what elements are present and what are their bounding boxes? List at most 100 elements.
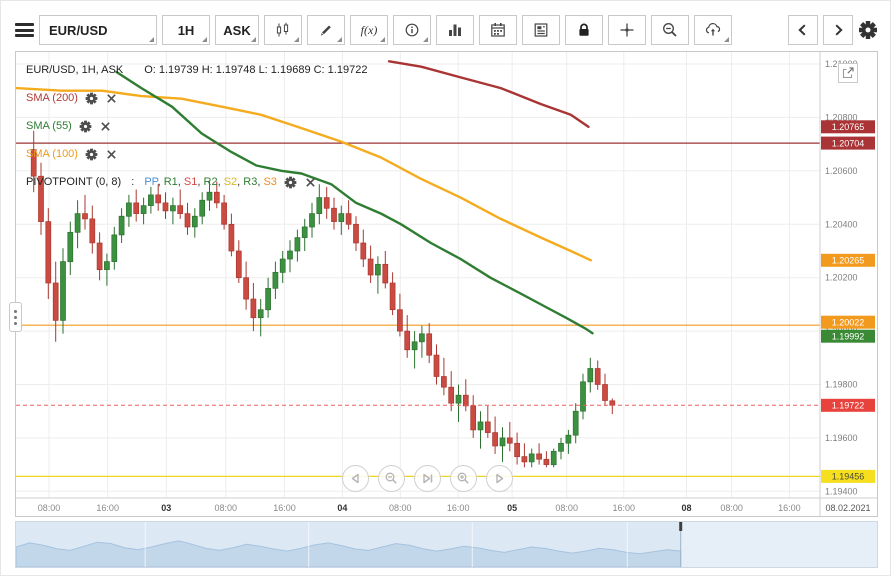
- indicator-settings-button[interactable]: [284, 176, 297, 189]
- svg-text:1.20400: 1.20400: [825, 219, 858, 229]
- indicator-settings-button[interactable]: [85, 92, 98, 105]
- svg-text:04: 04: [337, 503, 347, 513]
- crosshair-icon: [620, 23, 634, 37]
- info-button[interactable]: [393, 15, 431, 45]
- price-type-selector[interactable]: ASK: [215, 15, 259, 45]
- candles: [30, 130, 616, 468]
- indicator-remove-button[interactable]: [105, 92, 118, 105]
- bar-chart-icon: [449, 24, 461, 36]
- instrument-title: EUR/USD, 1H, ASK: [26, 64, 124, 76]
- zoom-out-button[interactable]: [651, 15, 689, 45]
- indicator-remove-button[interactable]: [304, 176, 317, 189]
- timeframe-selector[interactable]: 1H: [162, 15, 210, 45]
- gear-icon: [859, 21, 877, 39]
- svg-text:08:00: 08:00: [215, 503, 238, 513]
- candlestick-icon: [276, 22, 289, 37]
- pivot-level-r3: R3: [243, 176, 258, 188]
- menu-button[interactable]: [15, 15, 34, 45]
- left-drag-handle[interactable]: [9, 302, 22, 332]
- scroll-back-button[interactable]: [342, 465, 369, 492]
- lock-button[interactable]: [565, 15, 603, 45]
- price-badge: [821, 315, 875, 329]
- save-chart-button[interactable]: [694, 15, 732, 45]
- drawing-tools-button[interactable]: [307, 15, 345, 45]
- price-badge: [821, 136, 875, 150]
- gear-icon: [79, 120, 92, 132]
- svg-text:08:00: 08:00: [720, 503, 743, 513]
- svg-text:16:00: 16:00: [96, 503, 119, 513]
- svg-text:08: 08: [681, 503, 691, 513]
- indicators-button[interactable]: f(x): [350, 15, 388, 45]
- info-icon: [405, 23, 419, 37]
- arrow-right-icon: [496, 473, 504, 484]
- chart-type-button[interactable]: [264, 15, 302, 45]
- crosshair-button[interactable]: [608, 15, 646, 45]
- indicator-sma200: SMA (200): [26, 84, 367, 112]
- pivot-level-s3: S3: [263, 176, 277, 188]
- svg-text:08:00: 08:00: [38, 503, 61, 513]
- price-type-label: ASK: [223, 22, 251, 38]
- scroll-left-button[interactable]: [788, 15, 818, 45]
- chevron-left-icon: [798, 24, 806, 36]
- symbol-selector[interactable]: EUR/USD: [39, 15, 157, 45]
- settings-button[interactable]: [858, 15, 878, 45]
- zoom-in-circle-button[interactable]: [450, 465, 477, 492]
- svg-text:1.19800: 1.19800: [825, 380, 858, 390]
- svg-text:05: 05: [507, 503, 517, 513]
- svg-text:1.20765: 1.20765: [832, 122, 865, 132]
- playback-controls: [342, 465, 513, 492]
- indicator-remove-button[interactable]: [99, 120, 112, 133]
- price-axis[interactable]: 1.210001.208001.206001.204001.202001.200…: [821, 59, 875, 496]
- sma-200-line[interactable]: [387, 60, 590, 129]
- lock-icon: [579, 23, 589, 36]
- sma200-label: SMA (200): [26, 92, 78, 104]
- chevron-right-icon: [835, 24, 843, 36]
- svg-text:08:00: 08:00: [555, 503, 578, 513]
- scroll-right-button[interactable]: [823, 15, 853, 45]
- svg-text:1.19456: 1.19456: [832, 472, 865, 482]
- popout-button[interactable]: [838, 63, 858, 83]
- svg-text:1.20265: 1.20265: [832, 256, 865, 266]
- sma-55-line[interactable]: [115, 70, 594, 335]
- svg-text:03: 03: [161, 503, 171, 513]
- zoom-out-circle-button[interactable]: [378, 465, 405, 492]
- grid: [16, 52, 820, 498]
- arrow-left-icon: [351, 473, 359, 484]
- indicator-settings-button[interactable]: [79, 120, 92, 133]
- scroll-forward-button[interactable]: [486, 465, 513, 492]
- gear-icon: [284, 176, 297, 188]
- svg-text:1.20200: 1.20200: [825, 273, 858, 283]
- indicator-settings-button[interactable]: [85, 148, 98, 161]
- dropdown-corner-icon: [423, 37, 428, 42]
- indicator-remove-button[interactable]: [105, 148, 118, 161]
- indicator-sma55: SMA (55): [26, 112, 367, 140]
- volume-button[interactable]: [436, 15, 474, 45]
- svg-text:1.19400: 1.19400: [825, 486, 858, 496]
- pivot-label: PIVOTPOINT (0, 8): [26, 176, 122, 188]
- chart-navigator[interactable]: [15, 521, 878, 568]
- time-axis[interactable]: 08:00 16:00 03 08:00 16:00 04 08:00 16:00 05 08:0…: [38, 503, 871, 513]
- calendar-button[interactable]: [479, 15, 517, 45]
- news-icon: [534, 23, 548, 37]
- navigator-chart[interactable]: [15, 522, 877, 568]
- go-to-latest-button[interactable]: [414, 465, 441, 492]
- gear-icon: [85, 92, 98, 104]
- pivot-delimiter: ,: [257, 176, 264, 188]
- price-badge: [821, 329, 875, 343]
- svg-text:16:00: 16:00: [447, 503, 470, 513]
- price-badge: [821, 253, 875, 267]
- sma-100-line[interactable]: [16, 86, 593, 262]
- news-button[interactable]: [522, 15, 560, 45]
- pivot-level-pp: PP: [144, 176, 158, 188]
- pivot-separator: :: [128, 176, 138, 188]
- close-icon: [107, 149, 116, 159]
- dropdown-corner-icon: [337, 37, 342, 42]
- svg-text:1.19600: 1.19600: [825, 433, 858, 443]
- svg-text:1.20704: 1.20704: [832, 138, 865, 148]
- navigator-area: [15, 540, 682, 568]
- dropdown-corner-icon: [202, 37, 207, 42]
- price-chart[interactable]: 1.210001.208001.206001.204001.202001.200…: [16, 52, 877, 516]
- pencil-icon: [321, 25, 331, 36]
- close-icon: [107, 93, 116, 103]
- pivot-delimiter: ,: [217, 176, 224, 188]
